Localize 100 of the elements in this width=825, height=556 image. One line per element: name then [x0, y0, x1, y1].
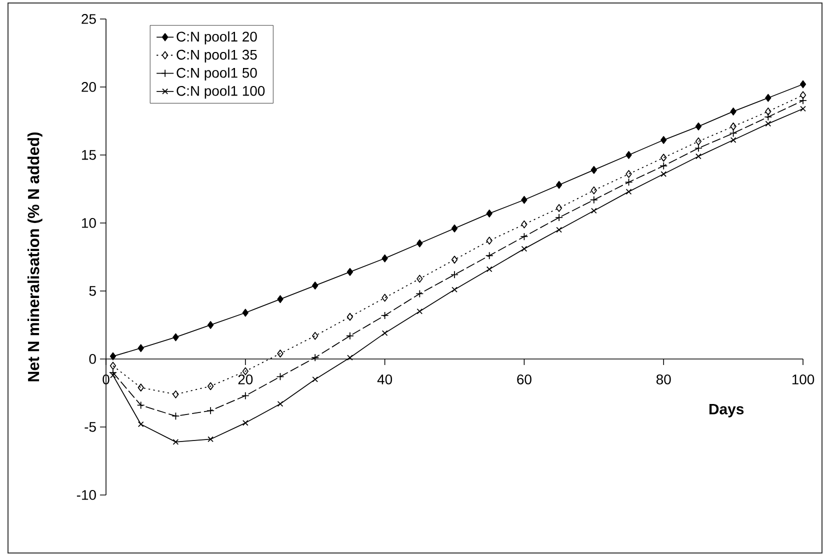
- point: [660, 154, 667, 162]
- point: [311, 354, 320, 362]
- x-tick-label: 100: [792, 374, 814, 384]
- point: [277, 400, 284, 407]
- point: [626, 170, 632, 178]
- point: [138, 384, 144, 392]
- point: [765, 108, 772, 116]
- point: [277, 350, 284, 358]
- point: [729, 129, 738, 138]
- point: [416, 290, 424, 298]
- point: [590, 186, 597, 194]
- point: [765, 120, 772, 127]
- y-tick-label: 0: [89, 354, 96, 364]
- point: [110, 362, 116, 370]
- point: [556, 204, 562, 212]
- point: [696, 153, 702, 160]
- point: [695, 137, 702, 146]
- point: [486, 210, 492, 218]
- point: [382, 330, 388, 336]
- point: [276, 372, 284, 381]
- point: [730, 122, 736, 130]
- legend-label: C:N pool1 35: [176, 49, 257, 62]
- point: [138, 421, 144, 428]
- point: [624, 178, 633, 186]
- y-tick-label: -5: [84, 422, 96, 432]
- point: [626, 151, 632, 159]
- point: [800, 80, 806, 88]
- point: [241, 392, 250, 400]
- point: [347, 354, 353, 361]
- point: [486, 236, 492, 245]
- y-tick-label: 10: [82, 218, 96, 228]
- point: [521, 196, 528, 204]
- x-tick-label: 40: [377, 374, 392, 384]
- point: [312, 376, 318, 382]
- point: [312, 332, 318, 340]
- point: [590, 208, 597, 214]
- point: [799, 96, 807, 105]
- point: [242, 420, 248, 426]
- y-tick-label: 20: [82, 82, 96, 92]
- x-tick-label: 60: [517, 374, 532, 384]
- point: [380, 312, 389, 320]
- point: [452, 286, 458, 293]
- point: [800, 106, 806, 112]
- point: [312, 282, 318, 290]
- point: [172, 439, 179, 445]
- point: [660, 136, 667, 144]
- y-tick-label: -10: [76, 490, 96, 500]
- point: [172, 333, 179, 342]
- point: [695, 122, 702, 130]
- y-tick-label: 5: [89, 286, 96, 296]
- point: [346, 332, 354, 340]
- point: [660, 171, 667, 177]
- point: [800, 91, 806, 100]
- point: [208, 436, 214, 442]
- point: [486, 266, 492, 272]
- x-tick-label: 20: [238, 374, 253, 384]
- legend-label: C:N pool1 20: [176, 31, 257, 44]
- point: [242, 308, 248, 317]
- y-tick-label: 15: [82, 150, 96, 160]
- x-axis-title: Days: [709, 404, 744, 418]
- point: [416, 239, 423, 248]
- y-axis-title: Net N mineralisation (% N added): [27, 132, 42, 382]
- point: [277, 295, 284, 304]
- point: [451, 224, 458, 232]
- point: [730, 137, 736, 143]
- point: [694, 144, 702, 152]
- point: [346, 268, 354, 276]
- point: [382, 294, 388, 302]
- point: [556, 226, 562, 233]
- point: [555, 214, 564, 222]
- y-tick-label: 25: [82, 14, 96, 24]
- point: [110, 352, 116, 360]
- point: [382, 254, 388, 262]
- point: [207, 321, 214, 329]
- point: [730, 108, 736, 116]
- point: [138, 344, 144, 352]
- point: [590, 196, 598, 204]
- point: [136, 401, 145, 410]
- legend-label: C:N pool1 50: [176, 68, 257, 81]
- legend-label: C:N pool1 100: [176, 86, 265, 99]
- point: [520, 232, 528, 241]
- x-tick-label: 80: [656, 374, 671, 384]
- point: [346, 312, 354, 321]
- point: [172, 390, 179, 398]
- point: [172, 412, 180, 420]
- point: [206, 406, 215, 415]
- point: [521, 246, 528, 252]
- point: [451, 256, 458, 264]
- point: [590, 166, 597, 174]
- point: [450, 270, 458, 279]
- point: [660, 162, 668, 170]
- point: [626, 188, 632, 195]
- point: [416, 308, 423, 314]
- point: [416, 274, 423, 283]
- point: [765, 94, 772, 102]
- point: [764, 112, 772, 121]
- point: [207, 382, 214, 390]
- point: [485, 252, 494, 260]
- point: [521, 220, 528, 228]
- point: [556, 180, 562, 189]
